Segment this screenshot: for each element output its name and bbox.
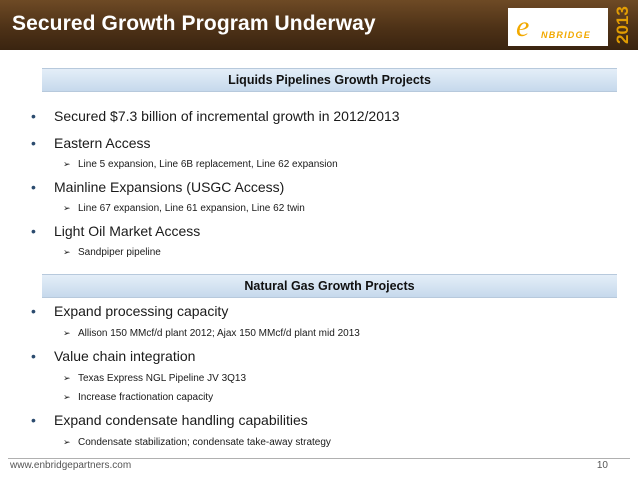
arrow-bullet-icon: ➢	[63, 392, 71, 402]
arrow-bullet-icon: ➢	[63, 203, 71, 213]
sub-bullet-text: Sandpiper pipeline	[78, 247, 161, 258]
bullet-icon: •	[31, 348, 36, 364]
sub-bullet-text: Line 67 expansion, Line 61 expansion, Li…	[78, 203, 305, 214]
bullet-item: • Eastern Access	[31, 135, 151, 151]
bullet-text: Eastern Access	[54, 135, 151, 151]
arrow-bullet-icon: ➢	[63, 328, 71, 338]
sub-bullet-text: Allison 150 MMcf/d plant 2012; Ajax 150 …	[78, 328, 360, 339]
bullet-item: • Light Oil Market Access	[31, 223, 200, 239]
sub-bullet-item: ➢ Increase fractionation capacity	[63, 391, 213, 404]
arrow-bullet-icon: ➢	[63, 437, 71, 447]
arrow-bullet-icon: ➢	[63, 247, 71, 257]
sub-bullet-text: Condensate stabilization; condensate tak…	[78, 437, 331, 448]
bullet-text: Value chain integration	[54, 348, 196, 364]
footer-website: www.enbridgepartners.com	[10, 460, 132, 471]
bullet-text: Expand processing capacity	[54, 303, 229, 319]
bullet-icon: •	[31, 135, 36, 151]
page-number: 10	[596, 460, 608, 471]
sub-bullet-item: ➢ Line 67 expansion, Line 61 expansion, L…	[63, 202, 305, 215]
bullet-item: • Secured $7.3 billion of incremental gro…	[31, 108, 400, 124]
sub-bullet-item: ➢ Line 5 expansion, Line 6B replacement, …	[63, 158, 338, 171]
bullet-icon: •	[31, 303, 36, 319]
liquids-section-heading: Liquids Pipelines Growth Projects	[42, 68, 617, 92]
year-label: 2013	[613, 6, 632, 44]
bullet-icon: •	[31, 179, 36, 195]
sub-bullet-item: ➢ Allison 150 MMcf/d plant 2012; Ajax 150…	[63, 327, 360, 340]
sub-bullet-text: Line 5 expansion, Line 6B replacement, L…	[78, 159, 338, 170]
arrow-bullet-icon: ➢	[63, 159, 71, 169]
sub-bullet-item: ➢ Condensate stabilization; condensate ta…	[63, 436, 331, 449]
sub-bullet-item: ➢ Texas Express NGL Pipeline JV 3Q13	[63, 372, 246, 385]
bullet-item: • Value chain integration	[31, 348, 195, 364]
bullet-text: Secured $7.3 billion of incremental grow…	[54, 108, 400, 124]
bullet-item: • Expand processing capacity	[31, 303, 228, 319]
bullet-icon: •	[31, 223, 36, 239]
enbridge-logo: e NBRIDGE	[508, 8, 608, 46]
logo-mark: e	[516, 10, 530, 43]
logo-text: NBRIDGE	[541, 30, 591, 40]
bullet-text: Light Oil Market Access	[54, 223, 201, 239]
gas-section-heading: Natural Gas Growth Projects	[42, 274, 617, 298]
sub-bullet-text: Texas Express NGL Pipeline JV 3Q13	[78, 373, 247, 384]
bullet-text: Mainline Expansions (USGC Access)	[54, 179, 285, 195]
footer-divider	[8, 458, 630, 459]
bullet-text: Expand condensate handling capabilities	[54, 412, 308, 428]
arrow-bullet-icon: ➢	[63, 373, 71, 383]
bullet-icon: •	[31, 108, 36, 124]
sub-bullet-item: ➢ Sandpiper pipeline	[63, 246, 161, 259]
slide-title: Secured Growth Program Underway	[12, 12, 376, 35]
slide-header: Secured Growth Program Underway e NBRIDG…	[0, 0, 638, 50]
sub-bullet-text: Increase fractionation capacity	[78, 392, 214, 403]
bullet-icon: •	[31, 412, 36, 428]
bullet-item: • Mainline Expansions (USGC Access)	[31, 179, 284, 195]
bullet-item: • Expand condensate handling capabilities	[31, 412, 308, 428]
